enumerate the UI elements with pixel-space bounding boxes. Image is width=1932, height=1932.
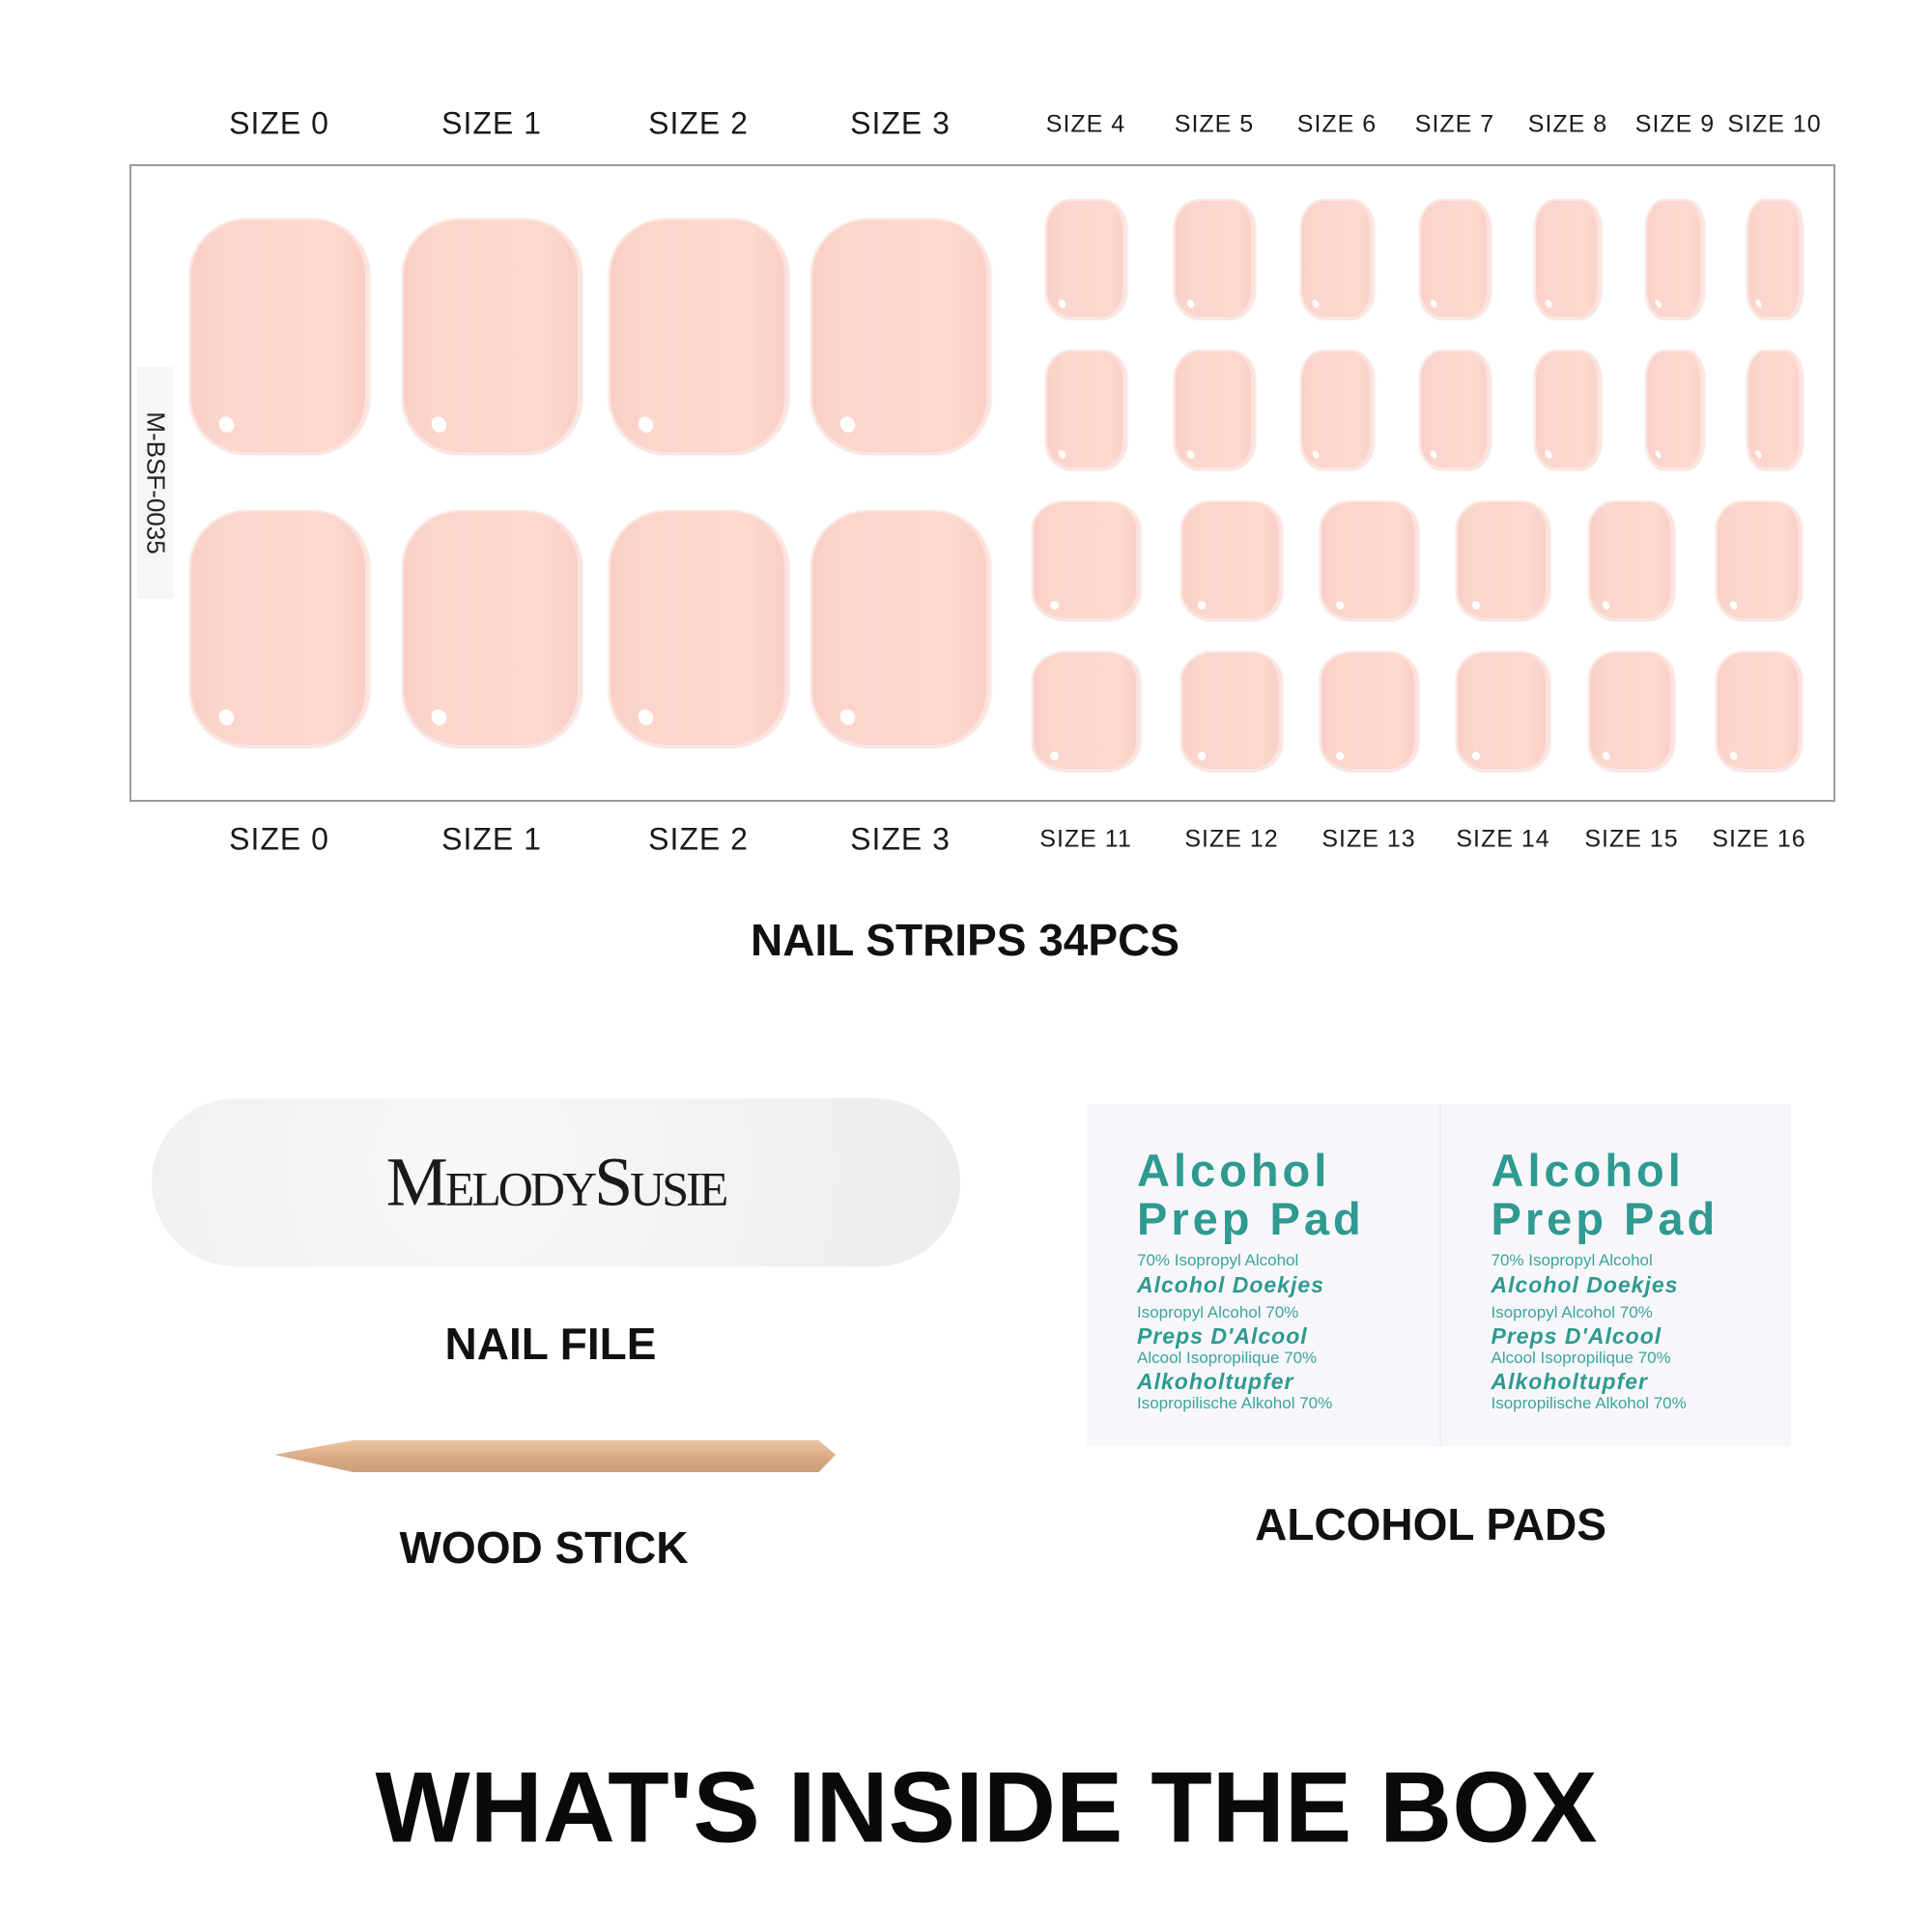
nail-strip	[1418, 350, 1492, 469]
size-label-bottom: SIZE 11	[1039, 825, 1132, 853]
pad-text-line: 70% Isopropyl Alcohol	[1137, 1251, 1299, 1269]
pad-text-line: Isopropilische Alkohol 70%	[1137, 1394, 1333, 1412]
brand-logo: MelodySusie	[385, 1143, 729, 1221]
nail-strip	[1031, 651, 1141, 771]
nail-strip	[1173, 199, 1256, 319]
pad-text-line: Alcool Isopropilique 70%	[1491, 1349, 1671, 1367]
nail-strip	[1746, 199, 1804, 319]
sheet-code-tab: M-BSF-0035	[137, 367, 174, 599]
size-label-bottom: SIZE 14	[1456, 825, 1550, 853]
nail-strip	[1645, 199, 1705, 319]
nail-strip	[1534, 350, 1602, 469]
nail-strip	[1180, 651, 1283, 771]
nail-file-label: NAIL FILE	[444, 1319, 657, 1369]
size-label-bottom: SIZE 1	[441, 821, 542, 857]
alcohol-pad: Alcohol Prep Pad 70% Isopropyl Alcohol Alco…	[1438, 1104, 1791, 1446]
size-label-bottom: SIZE 2	[648, 821, 749, 857]
nail-strip	[188, 510, 370, 747]
wood-stick-label: WOOD STICK	[399, 1522, 689, 1573]
size-label-bottom: SIZE 13	[1321, 825, 1416, 853]
nail-strips-label: NAIL STRIPS 34PCS	[751, 915, 1179, 965]
nail-strip	[1173, 350, 1256, 469]
nail-strip	[401, 510, 582, 747]
nail-strip	[1299, 199, 1375, 319]
size-label-bottom: SIZE 0	[229, 821, 329, 857]
alcohol-pad: Alcohol Prep Pad 70% Isopropyl Alcohol Alco…	[1087, 1104, 1439, 1446]
size-label-top: SIZE 4	[1045, 110, 1126, 138]
pad-title-line2: Prep Pad	[1137, 1193, 1365, 1244]
nail-strip	[401, 218, 582, 454]
nail-strip	[1534, 199, 1602, 319]
size-label-top: SIZE 0	[229, 105, 329, 141]
size-label-top: SIZE 7	[1414, 110, 1495, 138]
size-label-top: SIZE 10	[1727, 110, 1822, 138]
size-label-top: SIZE 1	[441, 105, 542, 141]
nail-strip	[1588, 500, 1675, 620]
nail-strip	[1319, 500, 1419, 620]
pad-text-line: Isopropilische Alkohol 70%	[1491, 1394, 1687, 1412]
nail-strip	[188, 218, 370, 454]
alcohol-pads-image: Alcohol Prep Pad 70% Isopropyl Alcohol Alco…	[1087, 1104, 1791, 1446]
size-label-top: SIZE 6	[1296, 110, 1378, 138]
nail-strip	[1645, 350, 1705, 469]
pad-text-line: Preps D'Alcool	[1137, 1323, 1308, 1349]
nail-strip	[1044, 199, 1127, 319]
nail-strip	[810, 218, 991, 454]
pad-text-line: Alkoholtupfer	[1491, 1369, 1648, 1394]
wood-stick-image	[274, 1440, 836, 1472]
nail-strip	[1588, 651, 1675, 771]
pad-text-line: Isopropyl Alcohol 70%	[1137, 1303, 1299, 1321]
size-label-bottom: SIZE 16	[1712, 825, 1806, 853]
nail-strip	[1319, 651, 1419, 771]
nail-strip	[1746, 350, 1804, 469]
nail-strip	[1031, 500, 1141, 620]
nail-strip	[1180, 500, 1283, 620]
size-label-top: SIZE 8	[1527, 110, 1608, 138]
size-label-bottom: SIZE 15	[1584, 825, 1679, 853]
nail-strip	[1456, 651, 1550, 771]
size-label-bottom: SIZE 12	[1184, 825, 1279, 853]
sheet-code: M-BSF-0035	[141, 412, 171, 554]
nail-strip	[1418, 199, 1492, 319]
pad-text-line: Alkoholtupfer	[1137, 1369, 1294, 1394]
pad-title: Alcohol Prep Pad	[1492, 1147, 1719, 1243]
nail-strip	[608, 218, 789, 454]
size-label-top: SIZE 2	[648, 105, 749, 141]
nail-strip	[1716, 500, 1803, 620]
pad-text-line: Alcool Isopropilique 70%	[1137, 1349, 1318, 1367]
pad-title-line1: Alcohol	[1137, 1145, 1331, 1196]
nail-strip	[810, 510, 991, 747]
size-label-top: SIZE 3	[850, 105, 951, 141]
nail-strip-sheet	[129, 164, 1835, 802]
pad-text-line: Isopropyl Alcohol 70%	[1491, 1303, 1653, 1321]
nail-file-image: MelodySusie	[152, 1098, 960, 1266]
pad-text-line: Alcohol Doekjes	[1137, 1272, 1324, 1297]
size-label-top: SIZE 5	[1174, 110, 1255, 138]
pad-text-line: 70% Isopropyl Alcohol	[1491, 1251, 1653, 1269]
page-title: WHAT'S INSIDE THE BOX	[375, 1751, 1598, 1864]
alcohol-pads-label: ALCOHOL PADS	[1255, 1499, 1606, 1549]
nail-strip	[1716, 651, 1803, 771]
pad-text-line: Preps D'Alcool	[1491, 1323, 1662, 1349]
pad-text-line: Alcohol Doekjes	[1491, 1272, 1679, 1297]
nail-strip	[1044, 350, 1127, 469]
nail-strip	[1299, 350, 1375, 469]
nail-strip	[1456, 500, 1550, 620]
nail-strip	[608, 510, 789, 747]
size-label-bottom: SIZE 3	[850, 821, 951, 857]
size-label-top: SIZE 9	[1634, 110, 1716, 138]
pad-title-line2: Prep Pad	[1491, 1193, 1719, 1244]
pad-title-line1: Alcohol	[1491, 1145, 1685, 1196]
pad-title: Alcohol Prep Pad	[1137, 1147, 1365, 1243]
